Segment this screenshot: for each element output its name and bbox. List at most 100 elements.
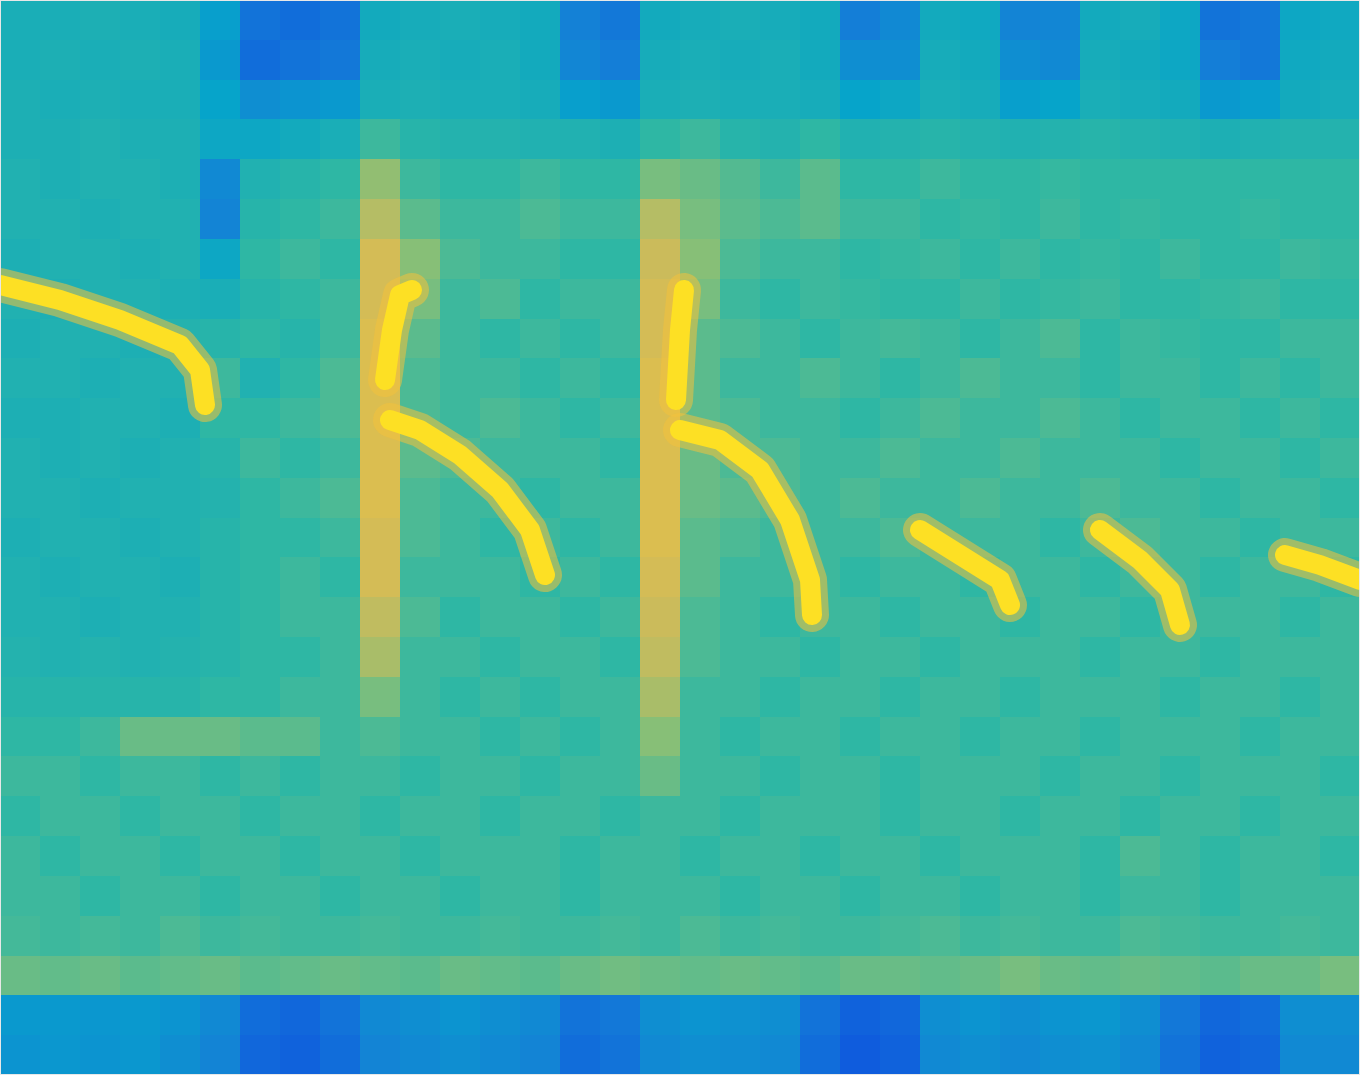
heatmap-cell [1040, 199, 1081, 239]
heatmap-cell [0, 159, 41, 199]
heatmap-cell [1160, 398, 1201, 438]
heatmap-cell [920, 398, 961, 438]
heatmap-cell [640, 956, 681, 996]
heatmap-cell [960, 40, 1001, 80]
heatmap-cell [520, 279, 561, 319]
heatmap-cell [120, 956, 161, 996]
heatmap-cell [1040, 796, 1081, 836]
heatmap-cell [240, 956, 281, 996]
heatmap-cell [1200, 199, 1241, 239]
heatmap-cell [1320, 279, 1360, 319]
heatmap-cell [440, 717, 481, 757]
heatmap-cell [1200, 557, 1241, 597]
traces [0, 285, 1360, 625]
heatmap-cell [1320, 80, 1360, 120]
heatmap-cell [200, 916, 241, 956]
heatmap-cell [80, 398, 121, 438]
heatmap-cell [840, 478, 881, 518]
heatmap-cell [760, 119, 801, 159]
heatmap-cell [400, 956, 441, 996]
heatmap-cell [800, 119, 841, 159]
heatmap-cell [120, 478, 161, 518]
heatmap-cell [1280, 1035, 1321, 1075]
heatmap-cell [600, 119, 641, 159]
heatmap-cell [80, 677, 121, 717]
heatmap-cell [280, 239, 321, 279]
heatmap-cell [1080, 677, 1121, 717]
heatmap-cell [1000, 836, 1041, 876]
heatmap-cell [760, 995, 801, 1035]
heatmap-cell [280, 995, 321, 1035]
heatmap-cell [400, 478, 441, 518]
heatmap-cell [880, 677, 921, 717]
heatmap-cell [560, 80, 601, 120]
heatmap-cell [1080, 637, 1121, 677]
heatmap-cell [880, 0, 921, 40]
heatmap-cell [360, 916, 401, 956]
heatmap-cell [400, 995, 441, 1035]
heatmap-cell [480, 597, 521, 637]
heatmap-cell [1160, 995, 1201, 1035]
heatmap-cell [1320, 1035, 1360, 1075]
heatmap-cell [0, 518, 41, 558]
heatmap-cell [1000, 756, 1041, 796]
heatmap-cell [360, 995, 401, 1035]
heatmap-cell [120, 40, 161, 80]
heatmap-cell [760, 358, 801, 398]
heatmap-cell [760, 40, 801, 80]
heatmap-cell [880, 478, 921, 518]
heatmap-cell [400, 159, 441, 199]
heatmap-cell [160, 239, 201, 279]
heatmap-cell [600, 239, 641, 279]
heatmap-cell [1200, 836, 1241, 876]
heatmap-cell [480, 995, 521, 1035]
heatmap-cell [960, 358, 1001, 398]
heatmap-cell [600, 40, 641, 80]
heatmap-cell [320, 319, 361, 359]
heatmap-cell [560, 796, 601, 836]
heatmap-cell [840, 677, 881, 717]
heatmap-cell [360, 40, 401, 80]
heatmap-cell [1280, 677, 1321, 717]
heatmap-cell [440, 1035, 481, 1075]
heatmap-cell [720, 995, 761, 1035]
heatmap-cell [1160, 279, 1201, 319]
heatmap-cell [240, 478, 281, 518]
heatmap-cell [880, 398, 921, 438]
heatmap-cell [160, 438, 201, 478]
heatmap-cell [720, 677, 761, 717]
heatmap-cell [760, 916, 801, 956]
heatmap-cell [880, 637, 921, 677]
heatmap-cell [320, 358, 361, 398]
heatmap-cell [760, 1035, 801, 1075]
heatmap-cell [760, 159, 801, 199]
heatmap-cell [1200, 756, 1241, 796]
heatmap-cell [280, 876, 321, 916]
heatmap-cell [680, 916, 721, 956]
heatmap-cell [160, 557, 201, 597]
heatmap-cell [240, 40, 281, 80]
heatmap-cell [640, 836, 681, 876]
heatmap-cell [320, 159, 361, 199]
heatmap-cell [720, 756, 761, 796]
heatmap-cell [200, 0, 241, 40]
heatmap-cell [360, 239, 401, 279]
heatmap-cell [120, 239, 161, 279]
heatmap-cell [1000, 637, 1041, 677]
heatmap-cell [80, 40, 121, 80]
heatmap-cell [200, 518, 241, 558]
heatmap-cell [280, 0, 321, 40]
heatmap-cell [720, 916, 761, 956]
heatmap-cell [1320, 398, 1360, 438]
heatmap-cell [160, 836, 201, 876]
trace-glow [385, 290, 412, 380]
heatmap-cell [40, 239, 81, 279]
heatmap-cell [920, 80, 961, 120]
heatmap-cell [360, 159, 401, 199]
heatmap-cell [840, 717, 881, 757]
heatmap-cell [1240, 836, 1281, 876]
heatmap-cell [840, 358, 881, 398]
heatmap-cell [440, 358, 481, 398]
heatmap-cell [920, 876, 961, 916]
heatmap-cell [600, 677, 641, 717]
